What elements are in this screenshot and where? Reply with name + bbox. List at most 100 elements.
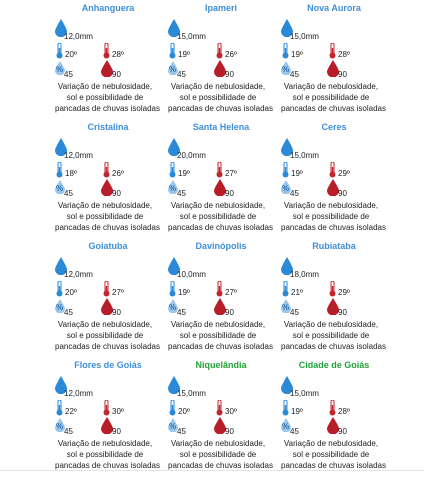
- rain-amount: 12,0mm: [64, 389, 93, 398]
- city-card: Goiatuba 12,0mm 20º 27º% 45 90 Variação de neb…: [55, 241, 175, 357]
- description-line: sol e possibilidade de: [66, 212, 144, 221]
- min-temp: 19º: [291, 50, 303, 59]
- min-temp: 19º: [291, 407, 303, 416]
- svg-text:%: %: [56, 422, 63, 431]
- description-line: pancadas de chuvas isoladas: [281, 223, 386, 232]
- min-temp-icon: [169, 281, 176, 297]
- humidity: 45: [64, 308, 73, 317]
- rain-amount: 15,0mm: [290, 151, 319, 160]
- description-line: Variação de nebulosidade,: [283, 320, 379, 329]
- description-line: pancadas de chuvas isoladas: [55, 461, 160, 470]
- humidity-icon: %: [281, 61, 291, 75]
- description-line: Variação de nebulosidade,: [57, 82, 153, 91]
- humidity: 45: [290, 308, 299, 317]
- rain-chance: 90: [225, 70, 234, 79]
- humidity: 45: [290, 189, 299, 198]
- svg-text:%: %: [282, 422, 289, 431]
- min-temp: 19º: [178, 288, 190, 297]
- description-line: Variação de nebulosidade,: [283, 201, 379, 210]
- svg-text:%: %: [56, 65, 63, 74]
- min-temp-icon: [56, 400, 63, 416]
- rain-icon: [55, 376, 67, 394]
- description-line: sol e possibilidade de: [179, 450, 257, 459]
- humidity-icon: %: [55, 299, 65, 313]
- description-line: Variação de nebulosidade,: [283, 82, 379, 91]
- humidity: 45: [290, 427, 299, 436]
- rain-chance-icon: [214, 60, 226, 77]
- city-name: Ceres: [321, 122, 347, 132]
- max-temp: 28º: [338, 407, 350, 416]
- min-temp: 21º: [291, 288, 303, 297]
- rain-chance-icon: [327, 417, 339, 434]
- svg-text:%: %: [282, 65, 289, 74]
- city-card: Ipameri 15,0mm 19º 26º% 45 90 Variação de nebu…: [168, 3, 288, 119]
- rain-amount: 12,0mm: [64, 270, 93, 279]
- city-name: Anhanguera: [81, 3, 135, 13]
- city-card: Flores de Goiás 12,0mm 22º 30º% 45 90 Variação…: [55, 360, 175, 476]
- description-line: pancadas de chuvas isoladas: [55, 104, 160, 113]
- rain-chance: 90: [112, 70, 121, 79]
- description-line: pancadas de chuvas isoladas: [55, 223, 160, 232]
- max-temp-icon: [103, 162, 110, 178]
- humidity: 45: [290, 70, 299, 79]
- min-temp: 19º: [178, 50, 190, 59]
- description-line: pancadas de chuvas isoladas: [168, 342, 273, 351]
- description-line: pancadas de chuvas isoladas: [281, 461, 386, 470]
- rain-chance: 90: [338, 70, 347, 79]
- rain-chance: 90: [338, 308, 347, 317]
- city-name: Nova Aurora: [307, 3, 361, 13]
- humidity-icon: %: [281, 180, 291, 194]
- description-line: sol e possibilidade de: [66, 450, 144, 459]
- city-card: Rubiataba 18,0mm 21º 29º% 45 90 Variação de ne…: [281, 241, 401, 357]
- humidity: 45: [64, 70, 73, 79]
- humidity-icon: %: [168, 61, 178, 75]
- humidity-icon: %: [55, 61, 65, 75]
- rain-icon: [168, 257, 180, 275]
- rain-chance-icon: [101, 298, 113, 315]
- rain-icon: [55, 19, 67, 37]
- description-line: pancadas de chuvas isoladas: [168, 223, 273, 232]
- svg-text:%: %: [56, 184, 63, 193]
- max-temp-icon: [103, 281, 110, 297]
- city-card: Cidade de Goiás 15,0mm 19º 28º% 45 90 Variação…: [281, 360, 401, 476]
- rain-amount: 10,0mm: [177, 270, 206, 279]
- humidity-icon: %: [168, 418, 178, 432]
- city-card: Anhanguera 12,0mm 20º 28º% 45 90 Variação de n…: [55, 3, 175, 119]
- city-name: Davinópolis: [195, 241, 247, 251]
- rain-chance: 90: [112, 427, 121, 436]
- rain-amount: 15,0mm: [177, 389, 206, 398]
- city-name: Rubiataba: [312, 241, 356, 251]
- rain-chance: 90: [112, 189, 121, 198]
- rain-icon: [281, 257, 293, 275]
- min-temp: 20º: [65, 50, 77, 59]
- description-line: pancadas de chuvas isoladas: [55, 342, 160, 351]
- svg-text:%: %: [282, 303, 289, 312]
- rain-icon: [55, 257, 67, 275]
- city-name: Cidade de Goiás: [298, 360, 370, 370]
- description-line: sol e possibilidade de: [179, 331, 257, 340]
- humidity-icon: %: [281, 418, 291, 432]
- max-temp: 27º: [225, 169, 237, 178]
- description-line: sol e possibilidade de: [292, 450, 370, 459]
- humidity: 45: [177, 427, 186, 436]
- rain-amount: 12,0mm: [64, 151, 93, 160]
- city-card: Cristalina 12,0mm 18º 26º% 45 90 Variação de n…: [55, 122, 175, 238]
- min-temp-icon: [282, 400, 289, 416]
- max-temp: 30º: [112, 407, 124, 416]
- description-line: Variação de nebulosidade,: [57, 201, 153, 210]
- city-name: Goiatuba: [88, 241, 128, 251]
- max-temp-icon: [329, 281, 336, 297]
- humidity-icon: %: [55, 418, 65, 432]
- description-line: sol e possibilidade de: [66, 331, 144, 340]
- rain-chance-icon: [101, 60, 113, 77]
- min-temp: 18º: [65, 169, 77, 178]
- max-temp: 28º: [112, 50, 124, 59]
- rain-icon: [168, 19, 180, 37]
- max-temp-icon: [103, 400, 110, 416]
- humidity: 45: [177, 308, 186, 317]
- city-name: Niquelândia: [195, 360, 247, 370]
- max-temp: 26º: [112, 169, 124, 178]
- humidity: 45: [177, 70, 186, 79]
- description-line: pancadas de chuvas isoladas: [281, 104, 386, 113]
